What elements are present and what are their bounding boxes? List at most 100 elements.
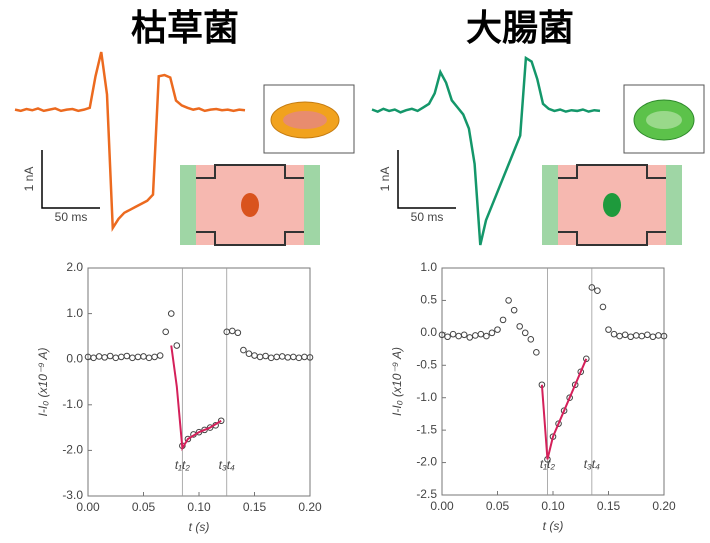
data-point (291, 354, 297, 360)
scale-bar-label: 50 ms (411, 210, 444, 224)
y-tick-label: -1.0 (62, 397, 83, 411)
y-axis-label: I-I₀ (x10⁻⁹ A) (390, 347, 404, 416)
data-point (235, 330, 241, 336)
data-point (96, 354, 102, 360)
data-point (168, 311, 174, 317)
y-tick-label: 0.0 (420, 325, 437, 339)
data-point (285, 355, 291, 361)
y-tick-label: -1.0 (416, 390, 437, 404)
data-point (656, 333, 662, 339)
data-point (157, 353, 163, 359)
x-tick-label: 0.00 (76, 500, 100, 514)
x-tick-label: 0.05 (486, 499, 510, 513)
data-point (511, 307, 517, 313)
x-axis-label: t (s) (189, 520, 210, 534)
chart-title: 枯草菌 (131, 8, 239, 49)
chart-title: 大腸菌 (466, 8, 574, 49)
data-point (489, 330, 495, 336)
y-tick-label: 1.0 (66, 306, 83, 320)
y-tick-label: 2.0 (66, 260, 83, 274)
data-point (650, 334, 656, 340)
data-point (241, 347, 247, 353)
data-point (124, 353, 130, 359)
x-tick-label: 0.20 (298, 500, 322, 514)
data-point (252, 353, 258, 359)
data-point (274, 354, 280, 360)
data-point (495, 327, 501, 333)
data-point (528, 337, 534, 343)
y-tick-label: -2.0 (62, 443, 83, 457)
data-point (622, 332, 628, 338)
data-point (163, 329, 169, 335)
y-tick-label: -0.5 (416, 357, 437, 371)
data-point (461, 332, 467, 338)
x-tick-label: 0.10 (541, 499, 565, 513)
data-point (450, 331, 456, 337)
data-point (135, 354, 141, 360)
y-tick-label: 0.5 (420, 293, 437, 307)
data-point (102, 355, 108, 361)
data-point (456, 333, 462, 339)
x-tick-label: 0.05 (132, 500, 156, 514)
x-tick-label: 0.00 (430, 499, 454, 513)
scale-bar (398, 150, 456, 208)
data-point (113, 355, 119, 361)
data-point (141, 354, 147, 360)
data-point (628, 334, 634, 340)
data-point (146, 355, 152, 361)
device-schematic-right (542, 85, 704, 245)
data-point (500, 317, 506, 323)
data-point (302, 354, 308, 360)
data-point (473, 333, 479, 339)
data-point (484, 333, 490, 339)
fit-line (171, 346, 221, 449)
data-point (230, 328, 236, 334)
marker-label: t₃t₄ (584, 457, 600, 471)
data-point (279, 354, 285, 360)
y-tick-label: 0.0 (66, 351, 83, 365)
data-point (174, 343, 180, 349)
data-point (600, 304, 606, 310)
x-axis-label: t (s) (543, 519, 564, 533)
data-point (91, 355, 97, 361)
data-point (263, 353, 269, 359)
data-point (506, 298, 512, 304)
scale-bar-label: 1 nA (378, 167, 392, 192)
data-point (467, 335, 473, 341)
data-point (611, 331, 617, 337)
x-tick-label: 0.15 (243, 500, 267, 514)
fit-line (542, 359, 586, 460)
x-tick-label: 0.20 (652, 499, 676, 513)
marker-label: t₃t₄ (219, 458, 235, 472)
scale-bar-label: 50 ms (55, 210, 88, 224)
data-point (633, 333, 639, 339)
y-axis-label: I-I₀ (x10⁻⁹ A) (36, 348, 50, 417)
data-point (639, 333, 645, 339)
scale-bar-label: 1 nA (22, 167, 36, 192)
y-tick-label: -2.0 (416, 455, 437, 469)
data-point (119, 354, 125, 360)
data-point (130, 355, 136, 361)
x-tick-label: 0.10 (187, 500, 211, 514)
figure: 枯草菌1 nA50 ms-3.0-2.0-1.00.01.02.00.000.0… (0, 0, 710, 543)
y-tick-label: -1.5 (416, 422, 437, 436)
data-point (107, 353, 113, 359)
scale-bar (42, 150, 100, 208)
data-point (606, 327, 612, 333)
data-point (534, 350, 540, 356)
device-schematic-left (180, 85, 354, 245)
marker-label: t₁t₂ (175, 458, 190, 472)
data-point (617, 333, 623, 339)
data-point (445, 334, 451, 340)
data-point (296, 355, 302, 361)
data-point (478, 331, 484, 337)
data-point (152, 354, 158, 360)
data-point (522, 330, 528, 336)
plot-frame (88, 268, 310, 496)
y-tick-label: 1.0 (420, 260, 437, 274)
data-point (268, 355, 274, 361)
data-point (517, 324, 523, 330)
x-tick-label: 0.15 (597, 499, 621, 513)
data-point (257, 354, 263, 360)
data-point (595, 288, 601, 294)
